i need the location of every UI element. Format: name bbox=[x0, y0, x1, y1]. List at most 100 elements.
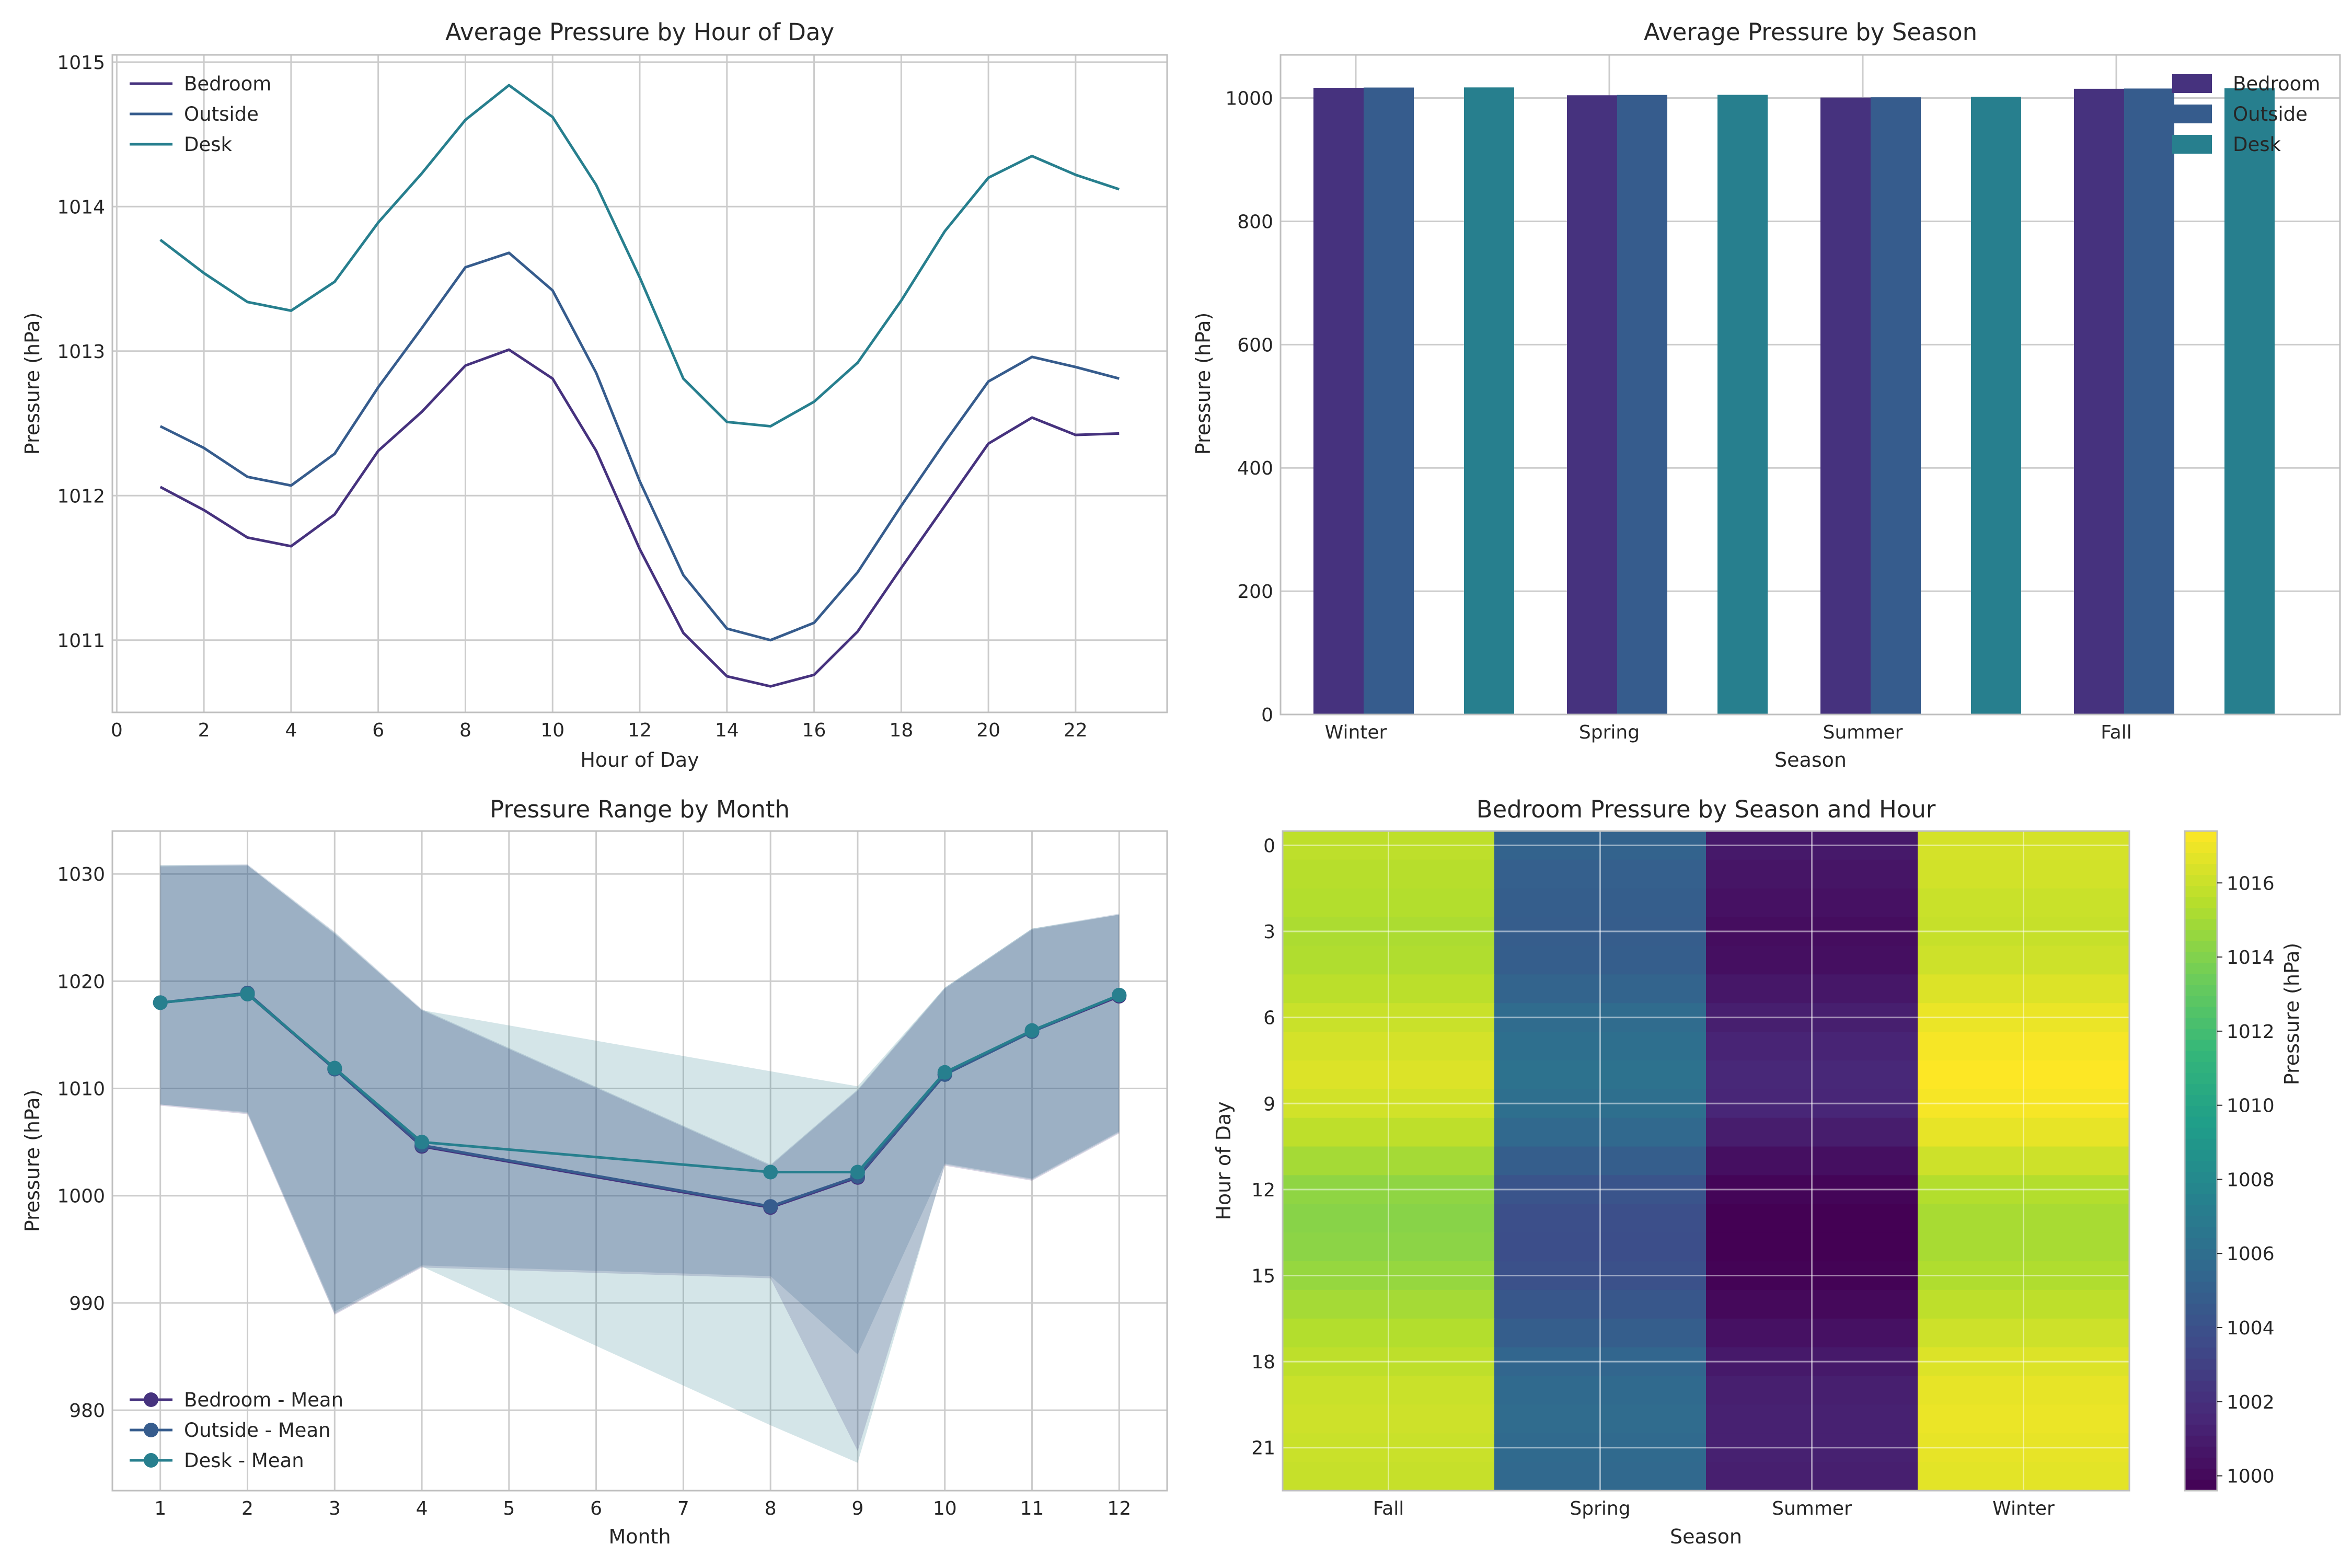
y-tick-label: 0 bbox=[1261, 705, 1273, 726]
x-tick-label: Spring bbox=[1570, 1498, 1630, 1519]
y-axis-label: Pressure (hPa) bbox=[21, 313, 44, 455]
legend-label: Desk - Mean bbox=[184, 1449, 304, 1472]
y-tick-label: 990 bbox=[69, 1293, 105, 1315]
x-tick-label: Winter bbox=[1325, 722, 1387, 743]
colorbar-segment bbox=[2185, 1238, 2217, 1249]
colorbar-segment bbox=[2185, 1282, 2217, 1293]
bar-bedroom-spring bbox=[1567, 95, 1617, 714]
colorbar-segment bbox=[2185, 1369, 2217, 1381]
colorbar-segment bbox=[2185, 908, 2217, 919]
x-tick-label: Summer bbox=[1772, 1498, 1852, 1519]
colorbar-segment bbox=[2185, 1205, 2217, 1216]
bar-bedroom-winter bbox=[1313, 87, 1364, 714]
colorbar-tick-label: 1006 bbox=[2227, 1243, 2275, 1265]
colorbar-segment bbox=[2185, 1094, 2217, 1106]
mean-point bbox=[153, 995, 168, 1010]
colorbar-tick-label: 1002 bbox=[2227, 1392, 2275, 1413]
y-tick-label: 1012 bbox=[57, 486, 105, 507]
colorbar-tick-label: 1008 bbox=[2227, 1169, 2275, 1191]
colorbar-frame bbox=[2184, 830, 2218, 1492]
chart-title: Bedroom Pressure by Season and Hour bbox=[1477, 795, 1936, 823]
legend: Bedroom - Mean Outside - Mean Desk - Mean bbox=[130, 1389, 343, 1472]
colorbar-segment bbox=[2185, 1161, 2217, 1172]
x-tick-label: 12 bbox=[1107, 1498, 1131, 1519]
y-tick-label: 1030 bbox=[57, 864, 105, 885]
y-tick-label: 400 bbox=[1237, 458, 1273, 479]
colorbar-segment bbox=[2185, 1402, 2217, 1414]
x-axis-label: Season bbox=[1774, 748, 1847, 771]
y-tick-label: 9 bbox=[1263, 1093, 1275, 1115]
mean-point bbox=[937, 1065, 952, 1080]
x-tick-label: 4 bbox=[416, 1498, 428, 1519]
colorbar-segment bbox=[2185, 941, 2217, 952]
colorbar-segment bbox=[2185, 1083, 2217, 1096]
legend: Bedroom Outside Desk bbox=[130, 73, 271, 156]
colorbar-tick-label: 1004 bbox=[2227, 1318, 2275, 1339]
x-axis-label: Hour of Day bbox=[580, 748, 699, 771]
chart-title: Average Pressure by Season bbox=[1644, 18, 1977, 46]
series-line-outside bbox=[159, 251, 1120, 642]
x-tick-label: 9 bbox=[851, 1498, 863, 1519]
y-tick-label: 12 bbox=[1251, 1180, 1275, 1201]
colorbar-segment bbox=[2185, 842, 2217, 854]
legend-marker bbox=[144, 1453, 158, 1468]
colorbar-segment bbox=[2185, 1293, 2217, 1305]
range-band-desk bbox=[160, 865, 1120, 1463]
colorbar-segment bbox=[2185, 1446, 2217, 1458]
colorbar-segment bbox=[2185, 1413, 2217, 1425]
x-tick-label: 22 bbox=[1064, 720, 1088, 741]
x-tick-label: 14 bbox=[715, 720, 739, 741]
legend-label: Desk bbox=[184, 133, 233, 156]
mean-point bbox=[240, 986, 255, 1001]
y-tick-label: 15 bbox=[1251, 1265, 1275, 1287]
colorbar-segment bbox=[2185, 886, 2217, 897]
colorbar-segment bbox=[2185, 1029, 2217, 1041]
range-band-bedroom bbox=[160, 865, 1120, 1451]
x-tick-label: 8 bbox=[459, 720, 471, 741]
y-tick-label: 1015 bbox=[57, 52, 105, 74]
x-tick-label: 2 bbox=[198, 720, 210, 741]
colorbar-segment bbox=[2185, 1007, 2217, 1019]
colorbar-segment bbox=[2185, 985, 2217, 997]
range-band-outside bbox=[160, 864, 1120, 1355]
colorbar-segment bbox=[2185, 897, 2217, 908]
bar-bedroom-fall bbox=[2074, 88, 2124, 715]
mean-point bbox=[763, 1165, 778, 1180]
mean-point bbox=[1112, 987, 1127, 1002]
x-tick-label: Winter bbox=[1992, 1498, 2055, 1519]
x-tick-label: Summer bbox=[1823, 722, 1903, 743]
season-bar-chart: Average Pressure by Season Winter Spring S… bbox=[1192, 18, 2341, 771]
legend-marker bbox=[144, 1423, 158, 1437]
x-tick-label: 18 bbox=[889, 720, 913, 741]
colorbar-segment bbox=[2185, 919, 2217, 930]
y-tick-label: 1020 bbox=[57, 971, 105, 993]
chart-title: Pressure Range by Month bbox=[490, 795, 790, 823]
colorbar-segment bbox=[2185, 1315, 2217, 1327]
colorbar-segment bbox=[2185, 1336, 2217, 1348]
colorbar-tick-label: 1016 bbox=[2227, 873, 2275, 894]
bar-outside-summer bbox=[1871, 97, 1921, 715]
y-tick-label: 800 bbox=[1237, 211, 1273, 233]
colorbar-segment bbox=[2185, 1216, 2217, 1227]
legend-label: Outside - Mean bbox=[184, 1419, 331, 1442]
mean-point bbox=[1024, 1023, 1040, 1038]
series-line-bedroom bbox=[159, 348, 1120, 688]
colorbar-segment bbox=[2185, 1249, 2217, 1260]
x-tick-label: Fall bbox=[2101, 722, 2131, 743]
colorbar-segment bbox=[2185, 1073, 2217, 1085]
colorbar-label: Pressure (hPa) bbox=[2280, 943, 2303, 1086]
monthly-range-chart: Pressure Range by Month 1 2 3 4 5 6 7 8 9 10 11 12 … bbox=[21, 795, 1168, 1548]
legend-label: Bedroom bbox=[2233, 73, 2320, 95]
colorbar-tick-label: 1010 bbox=[2227, 1096, 2275, 1117]
legend-label: Desk bbox=[2233, 133, 2281, 156]
x-tick-label: 8 bbox=[765, 1498, 777, 1519]
colorbar-segment bbox=[2185, 1227, 2217, 1238]
legend-swatch bbox=[2172, 105, 2212, 123]
y-axis-label: Pressure (hPa) bbox=[1192, 313, 1215, 455]
colorbar-segment bbox=[2185, 875, 2217, 886]
colorbar-segment bbox=[2185, 996, 2217, 1008]
bar-desk-winter bbox=[1464, 87, 1514, 714]
mean-point bbox=[850, 1165, 865, 1180]
legend-label: Bedroom bbox=[184, 73, 271, 95]
y-tick-label: 18 bbox=[1251, 1352, 1275, 1373]
